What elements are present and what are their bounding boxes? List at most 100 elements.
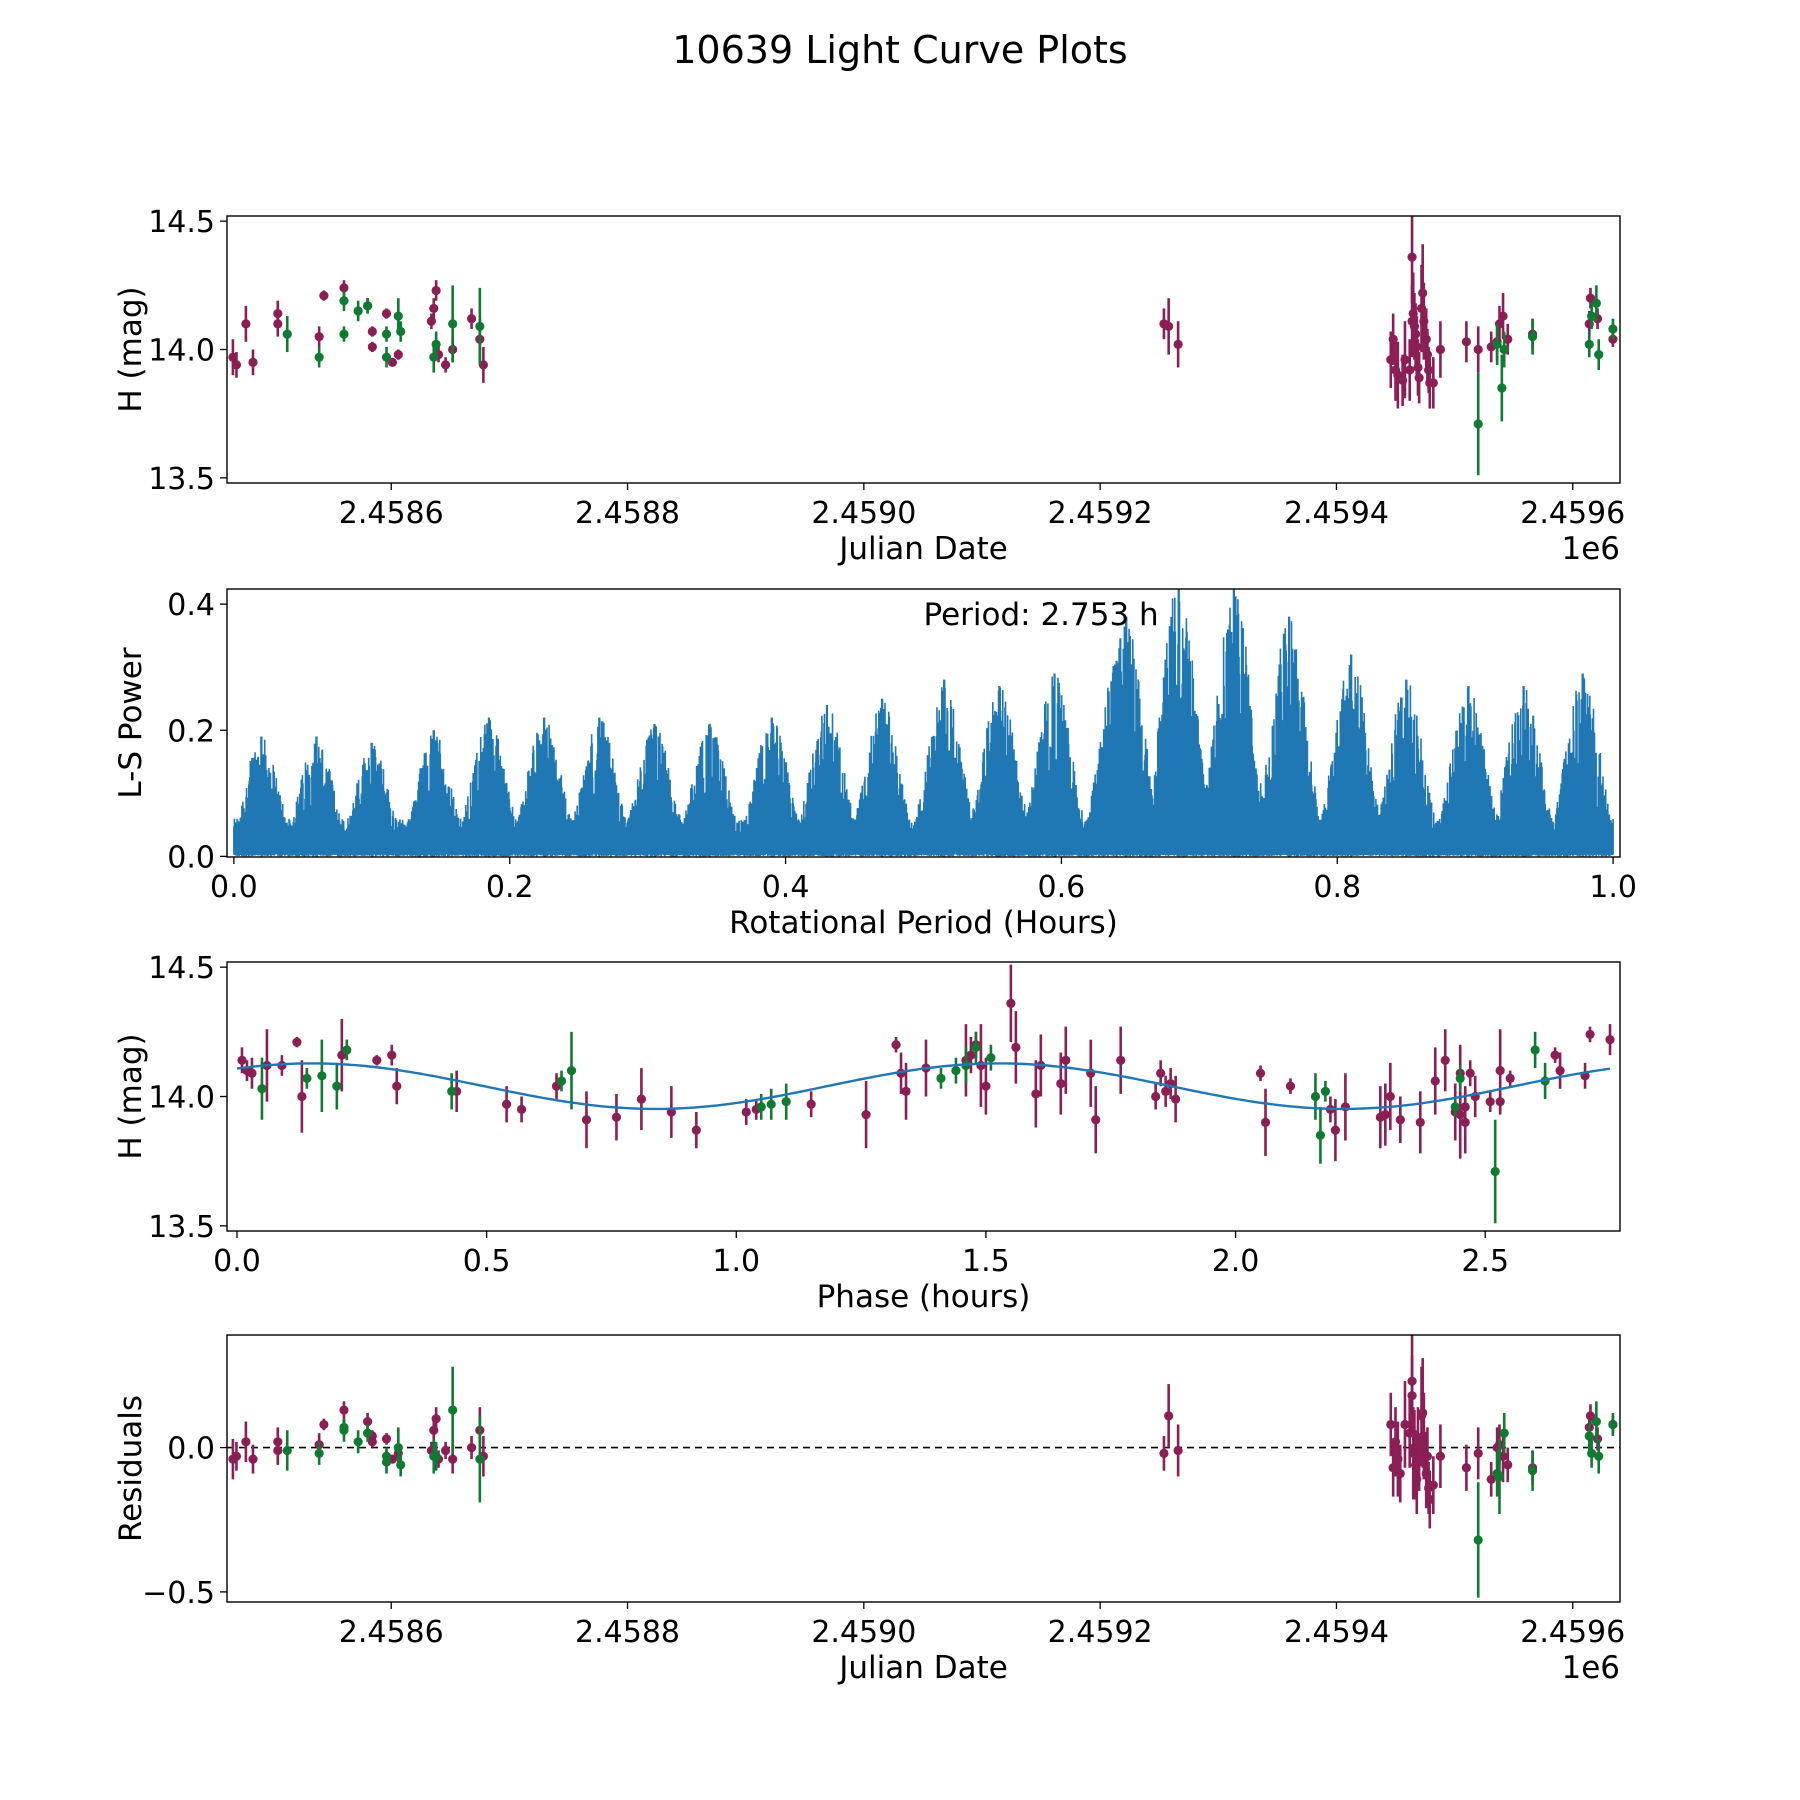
lightcurve-point — [1407, 252, 1417, 262]
lightcurve-point — [362, 301, 373, 311]
residuals-xtick-label: 2.4594 — [1284, 1615, 1389, 1650]
residuals-point — [1527, 1466, 1538, 1476]
residuals-point — [1386, 1419, 1396, 1430]
residuals-point — [1591, 1416, 1601, 1427]
residuals-point — [1428, 1480, 1438, 1490]
residuals-point — [1461, 1463, 1472, 1473]
lightcurve-point — [273, 319, 283, 329]
phase-point — [1385, 1091, 1395, 1102]
residuals-point — [381, 1457, 392, 1467]
residuals-point — [466, 1442, 477, 1453]
phase-point — [1485, 1097, 1495, 1107]
phase-point — [1585, 1029, 1595, 1040]
phase-point — [951, 1066, 961, 1076]
phase-xtick-label: 1.0 — [712, 1244, 760, 1279]
lightcurve-point — [431, 339, 441, 349]
residuals-point — [1473, 1535, 1483, 1545]
residuals-point — [448, 1454, 458, 1464]
residuals-point — [362, 1428, 373, 1438]
lightcurve-point — [1428, 378, 1438, 388]
phase-point — [1171, 1094, 1181, 1104]
residuals-point — [1503, 1460, 1513, 1470]
residuals-point — [1395, 1468, 1405, 1479]
periodogram-plot-area — [233, 589, 1614, 857]
lightcurve-point — [381, 308, 392, 319]
residuals-point — [362, 1416, 373, 1427]
figure-title: 10639 Light Curve Plots — [672, 28, 1128, 72]
phase-point — [1380, 1110, 1390, 1120]
lightcurve-point — [1492, 339, 1502, 349]
lightcurve-point — [367, 342, 377, 352]
phase-xlabel: Phase (hours) — [817, 1279, 1031, 1315]
phase-point — [1430, 1076, 1440, 1086]
phase-point — [332, 1081, 342, 1091]
phase-point — [447, 1086, 457, 1096]
residuals-point — [1173, 1445, 1183, 1456]
residuals-point — [319, 1419, 329, 1430]
phase-point — [981, 1081, 991, 1091]
phase-point — [297, 1091, 307, 1102]
phase-point — [1450, 1102, 1460, 1112]
phase-point — [1310, 1091, 1321, 1102]
phase-point — [1091, 1115, 1101, 1125]
residuals-point — [1422, 1451, 1433, 1461]
period-annotation: Period: 2.753 h — [924, 597, 1159, 633]
periodogram-xtick-label: 0.8 — [1313, 870, 1361, 905]
residuals-xtick-label: 2.4588 — [575, 1615, 680, 1650]
lightcurve-point — [1400, 355, 1410, 365]
phase-ytick-label: 13.5 — [148, 1210, 215, 1245]
phase-point — [387, 1050, 397, 1060]
lightcurve-offset-label: 1e6 — [1561, 531, 1620, 567]
residuals-point — [273, 1445, 283, 1456]
phase-point — [966, 1050, 976, 1060]
lightcurve-panel: 2.4586 2.4588 2.4590 2.4592 2.4594 2.4596 13.5… — [113, 205, 1625, 567]
residuals-point — [282, 1445, 292, 1456]
phase-point — [971, 1042, 981, 1052]
periodogram-ylabel: L-S Power — [113, 647, 149, 798]
lightcurve-point — [282, 329, 292, 339]
phase-point — [1455, 1110, 1465, 1120]
phase-point — [1465, 1068, 1475, 1078]
lightcurve-point — [1499, 344, 1509, 355]
lightcurve-xtick-label: 2.4586 — [339, 496, 444, 531]
phase-point — [891, 1040, 901, 1050]
phase-point — [566, 1066, 577, 1076]
lightcurve-point — [1435, 344, 1446, 355]
phase-point — [392, 1081, 402, 1091]
residuals-point — [241, 1437, 251, 1447]
residuals-point — [1594, 1451, 1604, 1461]
lightcurve-point — [381, 352, 392, 362]
lightcurve-point — [381, 329, 392, 339]
lightcurve-point — [1527, 332, 1538, 342]
lightcurve-point — [431, 285, 441, 296]
periodogram-ytick-label: 0.4 — [167, 588, 215, 623]
phase-point — [1260, 1117, 1271, 1127]
lightcurve-point — [1591, 298, 1601, 308]
phase-point — [342, 1045, 352, 1055]
residuals-point — [1164, 1411, 1174, 1421]
periodogram-ytick-label: 0.2 — [167, 714, 215, 749]
phase-point — [581, 1115, 592, 1125]
residuals-point — [367, 1437, 377, 1447]
phase-xtick-label: 1.5 — [962, 1244, 1010, 1279]
lightcurve-point — [1584, 339, 1594, 349]
lightcurve-xtick-label: 2.4596 — [1520, 496, 1625, 531]
residuals-point — [1473, 1448, 1483, 1458]
phase-point — [1320, 1086, 1331, 1096]
phase-point — [1056, 1078, 1066, 1089]
phase-point — [302, 1073, 312, 1083]
lightcurve-point — [1473, 419, 1483, 429]
lightcurve-ytick-label: 14.0 — [148, 334, 215, 369]
phase-point — [1116, 1055, 1126, 1065]
lightcurve-point — [319, 290, 329, 301]
residuals-point — [381, 1434, 392, 1444]
lightcurve-point — [1461, 337, 1472, 347]
phase-point — [1555, 1066, 1565, 1076]
lightcurve-point — [353, 306, 363, 316]
phase-point — [611, 1112, 622, 1122]
phase-point — [1156, 1068, 1166, 1078]
periodogram-xtick-label: 0.6 — [1038, 870, 1086, 905]
phase-point — [741, 1107, 751, 1117]
residuals-point — [1499, 1428, 1509, 1438]
lightcurve-point — [448, 319, 458, 329]
